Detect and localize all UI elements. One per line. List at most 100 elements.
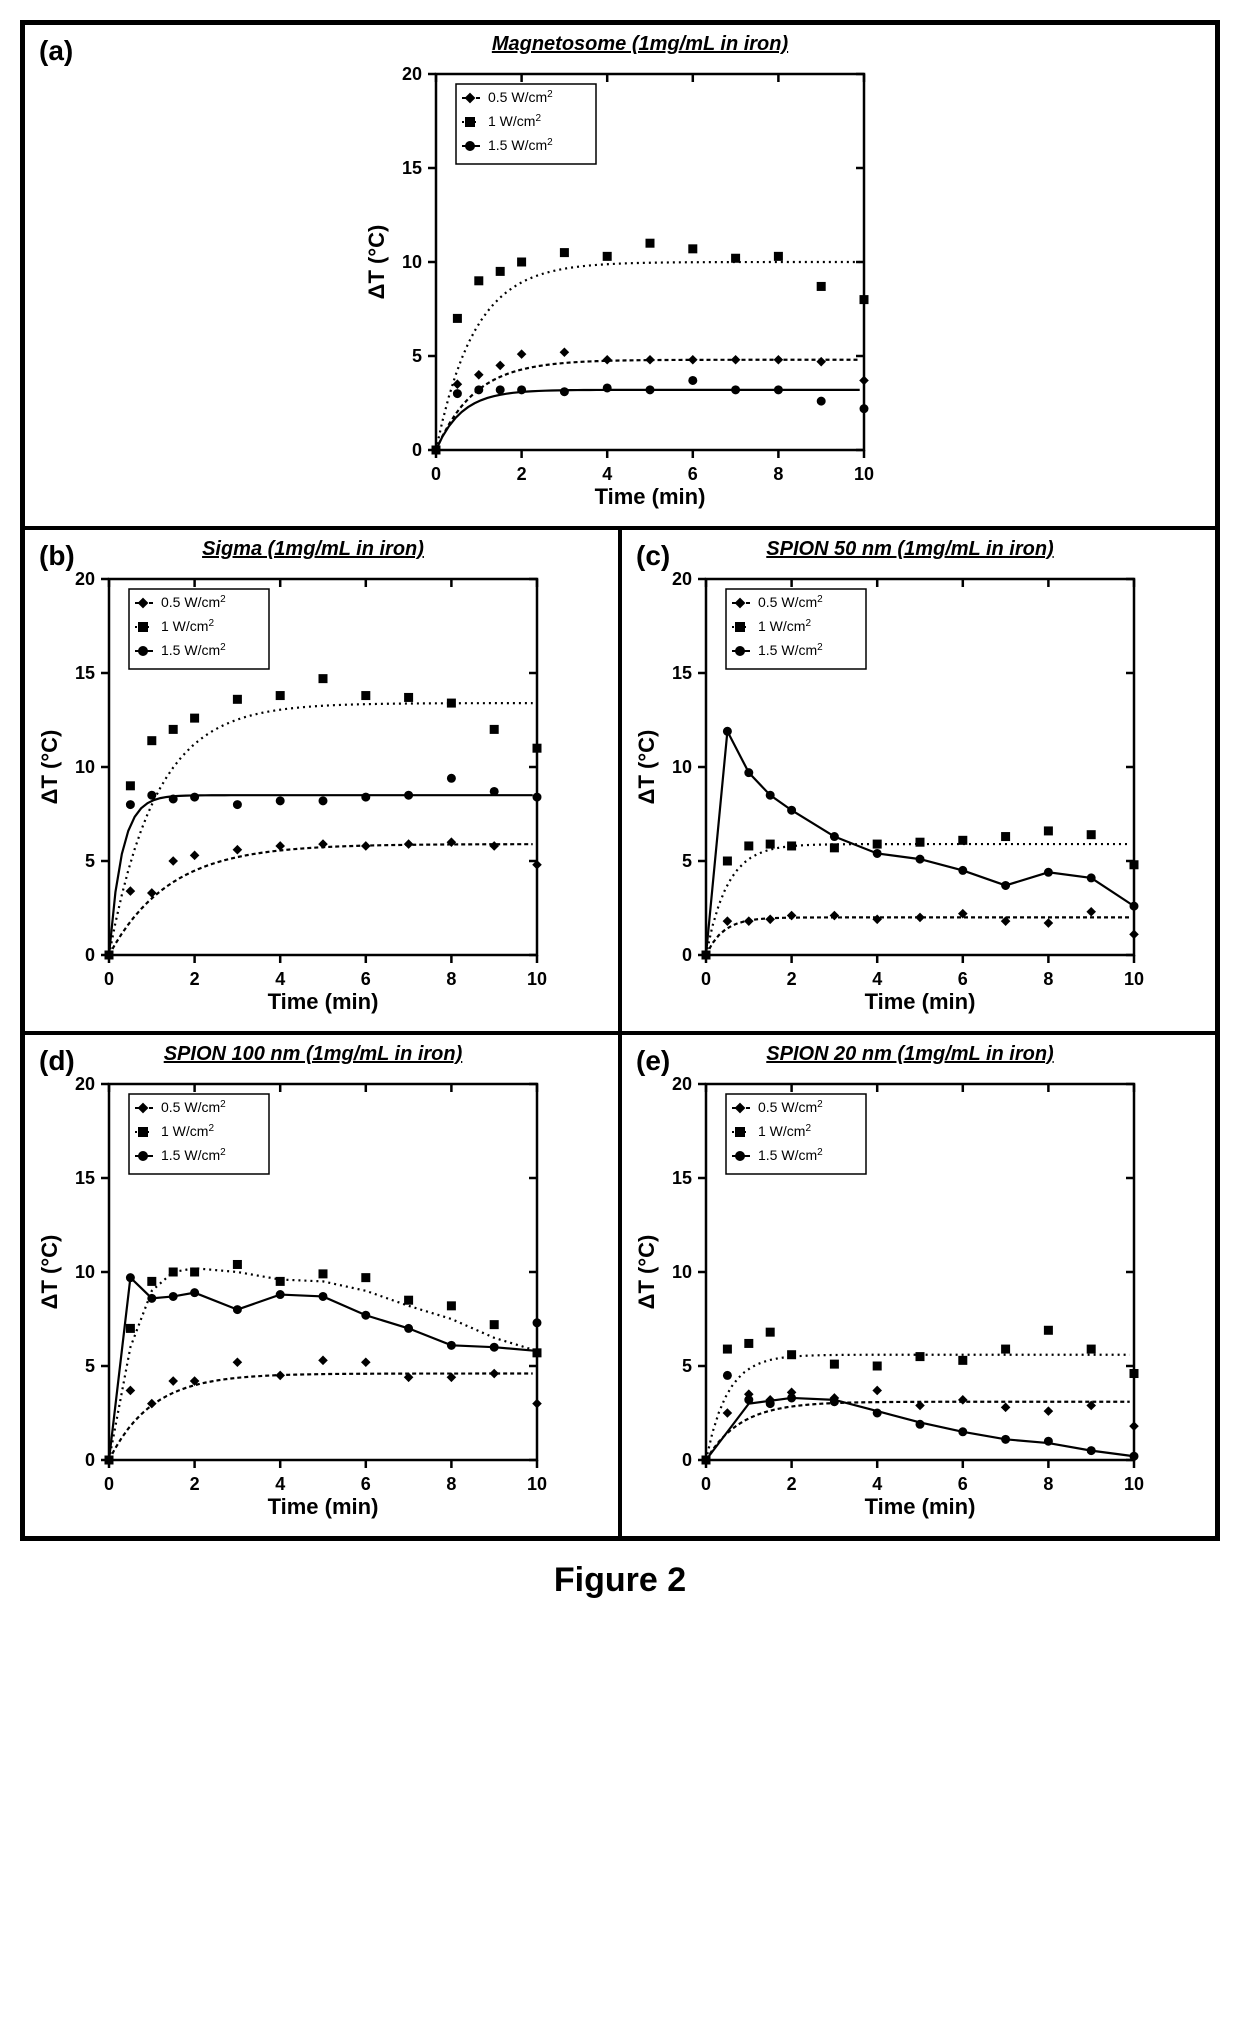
chart-d: 024681005101520Time (min)ΔT (°C)0.5 W/cm… (33, 1068, 553, 1528)
svg-text:ΔT (°C): ΔT (°C) (634, 1235, 659, 1310)
svg-text:0: 0 (701, 1474, 711, 1494)
svg-text:Time (min): Time (min) (865, 1494, 976, 1519)
svg-text:6: 6 (688, 464, 698, 484)
chart-title-b: Sigma (1mg/mL in iron) (33, 538, 553, 561)
chart-c: 0 2 4 6 8 10 0 5 10 15 20 Time (min) ΔT (°C) 0.5 W/cm… (630, 563, 1150, 1023)
chart-title-c: SPION 50 nm (1mg/mL in iron) (630, 538, 1150, 561)
svg-text:4: 4 (872, 969, 882, 989)
svg-text:20: 20 (672, 569, 692, 589)
svg-text:1.5 W/cm2: 1.5 W/cm2 (161, 642, 226, 659)
chart-b: 024681005101520Time (min)ΔT (°C)0.5 W/cm… (33, 563, 553, 1023)
figure-2: (a) Magnetosome (1mg/mL in iron) 0246810… (20, 20, 1220, 1600)
svg-text:1 W/cm2: 1 W/cm2 (758, 618, 811, 635)
chart-title-a: Magnetosome (1mg/mL in iron) (360, 33, 880, 56)
svg-text:8: 8 (446, 969, 456, 989)
svg-text:6: 6 (958, 969, 968, 989)
svg-text:ΔT (°C): ΔT (°C) (37, 730, 62, 805)
svg-text:0: 0 (104, 1474, 114, 1494)
svg-text:2: 2 (190, 1474, 200, 1494)
svg-text:5: 5 (682, 1356, 692, 1376)
chart-wrap-a: Magnetosome (1mg/mL in iron) 02468100510… (360, 33, 880, 518)
svg-text:6: 6 (361, 1474, 371, 1494)
svg-text:10: 10 (402, 252, 422, 272)
svg-text:10: 10 (75, 757, 95, 777)
svg-text:Time (min): Time (min) (595, 484, 706, 509)
svg-text:8: 8 (1043, 969, 1053, 989)
svg-text:10: 10 (1124, 969, 1144, 989)
svg-text:20: 20 (75, 1074, 95, 1094)
svg-text:2: 2 (517, 464, 527, 484)
svg-text:6: 6 (361, 969, 371, 989)
svg-text:Time (min): Time (min) (865, 989, 976, 1014)
svg-text:1.5 W/cm2: 1.5 W/cm2 (161, 1147, 226, 1164)
svg-text:0.5 W/cm2: 0.5 W/cm2 (758, 1099, 823, 1116)
svg-text:15: 15 (672, 1168, 692, 1188)
svg-text:10: 10 (527, 1474, 547, 1494)
svg-text:Time (min): Time (min) (268, 1494, 379, 1519)
svg-text:Time (min): Time (min) (268, 989, 379, 1014)
svg-text:20: 20 (402, 64, 422, 84)
svg-text:10: 10 (1124, 1474, 1144, 1494)
chart-title-e: SPION 20 nm (1mg/mL in iron) (630, 1043, 1150, 1066)
chart-wrap-d: SPION 100 nm (1mg/mL in iron) 0 2 4 6 8 10 0 5 1… (33, 1043, 553, 1528)
svg-text:15: 15 (672, 663, 692, 683)
svg-text:0: 0 (682, 945, 692, 965)
panel-label-e: (e) (636, 1045, 670, 1077)
svg-text:0.5 W/cm2: 0.5 W/cm2 (161, 1099, 226, 1116)
svg-text:20: 20 (75, 569, 95, 589)
svg-text:8: 8 (773, 464, 783, 484)
svg-text:0: 0 (431, 464, 441, 484)
chart-wrap-e: SPION 20 nm (1mg/mL in iron) 02468100510… (630, 1043, 1150, 1528)
svg-text:10: 10 (75, 1262, 95, 1282)
svg-text:6: 6 (958, 1474, 968, 1494)
svg-text:ΔT (°C): ΔT (°C) (37, 1235, 62, 1310)
svg-text:1 W/cm2: 1 W/cm2 (758, 1123, 811, 1140)
panel-grid: (a) Magnetosome (1mg/mL in iron) 0246810… (20, 20, 1220, 1541)
panel-d: (d) SPION 100 nm (1mg/mL in iron) 0 2 4 6 8 1… (23, 1033, 620, 1538)
panel-a: (a) Magnetosome (1mg/mL in iron) 0246810… (23, 23, 1217, 528)
svg-text:4: 4 (602, 464, 612, 484)
svg-text:4: 4 (872, 1474, 882, 1494)
svg-text:20: 20 (672, 1074, 692, 1094)
svg-text:2: 2 (787, 969, 797, 989)
panel-label-c: (c) (636, 540, 670, 572)
panel-label-b: (b) (39, 540, 75, 572)
svg-text:0: 0 (701, 969, 711, 989)
svg-text:5: 5 (85, 1356, 95, 1376)
svg-text:ΔT (°C): ΔT (°C) (364, 225, 389, 300)
svg-text:0: 0 (104, 969, 114, 989)
panel-b: (b) Sigma (1mg/mL in iron) 0246810051015… (23, 528, 620, 1033)
svg-text:15: 15 (75, 663, 95, 683)
svg-text:5: 5 (682, 851, 692, 871)
svg-text:10: 10 (527, 969, 547, 989)
chart-a: 024681005101520Time (min)ΔT (°C)0.5 W/cm… (360, 58, 880, 518)
chart-title-d: SPION 100 nm (1mg/mL in iron) (33, 1043, 553, 1066)
svg-text:1.5 W/cm2: 1.5 W/cm2 (758, 642, 823, 659)
panel-e: (e) SPION 20 nm (1mg/mL in iron) 0 2 4 6 8 10… (620, 1033, 1217, 1538)
panel-c: (c) SPION 50 nm (1mg/mL in iron) 0 2 4 6 8 10… (620, 528, 1217, 1033)
svg-text:5: 5 (85, 851, 95, 871)
svg-text:1.5 W/cm2: 1.5 W/cm2 (488, 137, 553, 154)
svg-text:0.5 W/cm2: 0.5 W/cm2 (161, 594, 226, 611)
figure-caption: Figure 2 (20, 1561, 1220, 1600)
svg-text:8: 8 (446, 1474, 456, 1494)
svg-text:2: 2 (787, 1474, 797, 1494)
chart-wrap-c: SPION 50 nm (1mg/mL in iron) 0 2 4 6 8 10 0 5 10… (630, 538, 1150, 1023)
panel-label-d: (d) (39, 1045, 75, 1077)
svg-text:0: 0 (85, 1450, 95, 1470)
svg-text:0: 0 (412, 440, 422, 460)
svg-text:15: 15 (402, 158, 422, 178)
svg-text:ΔT (°C): ΔT (°C) (634, 730, 659, 805)
svg-text:8: 8 (1043, 1474, 1053, 1494)
chart-e: 024681005101520Time (min)ΔT (°C)0.5 W/cm… (630, 1068, 1150, 1528)
svg-text:0.5 W/cm2: 0.5 W/cm2 (758, 594, 823, 611)
svg-text:10: 10 (672, 757, 692, 777)
svg-text:1.5 W/cm2: 1.5 W/cm2 (758, 1147, 823, 1164)
svg-text:1 W/cm2: 1 W/cm2 (488, 113, 541, 130)
svg-text:4: 4 (275, 1474, 285, 1494)
svg-text:0: 0 (682, 1450, 692, 1470)
svg-text:4: 4 (275, 969, 285, 989)
svg-text:0.5 W/cm2: 0.5 W/cm2 (488, 89, 553, 106)
svg-text:1 W/cm2: 1 W/cm2 (161, 618, 214, 635)
svg-text:5: 5 (412, 346, 422, 366)
